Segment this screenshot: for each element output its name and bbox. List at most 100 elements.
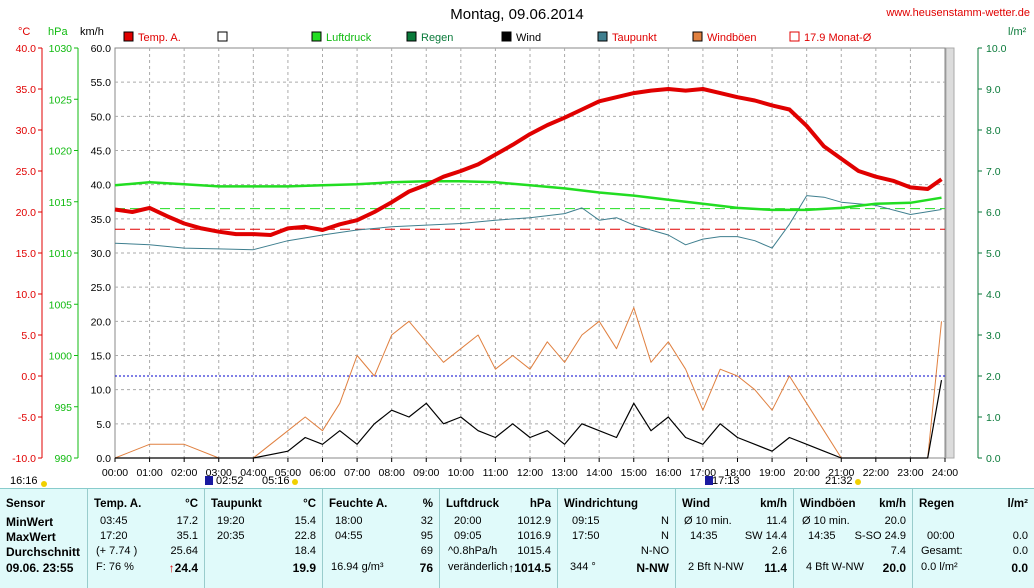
x-tick-label: 14:00 — [586, 467, 612, 479]
temp-avg-value: 25.64 — [170, 545, 198, 557]
taupunkt-max-value: 22.8 — [294, 530, 316, 542]
legend-swatch — [692, 31, 703, 42]
feuchte-max-time: 04:55 — [335, 530, 363, 542]
rain-tick-label: 6.0 — [986, 207, 1001, 219]
rain-tick-label: 8.0 — [986, 125, 1001, 137]
x-tick-label: 16:00 — [655, 467, 681, 479]
legend-swatch — [123, 31, 134, 42]
kmh-tick-label: 60.0 — [91, 43, 112, 55]
pressure-tick-label: 995 — [54, 402, 72, 414]
kmh-tick-label: 0.0 — [96, 453, 111, 465]
x-tick-label: 24:00 — [932, 467, 958, 479]
kmh-tick-label: 35.0 — [91, 214, 112, 226]
luftdruck-current-label: veränderlich — [448, 561, 508, 573]
rain-axis-unit: l/m² — [1008, 26, 1027, 38]
luftdruck-min-value: 1012.9 — [517, 515, 551, 527]
kmh-tick-label: 40.0 — [91, 180, 112, 192]
kmh-tick-label: 5.0 — [96, 419, 111, 431]
stats-wind-unit: km/h — [760, 498, 787, 510]
footer-left-time: 16:16 — [10, 475, 38, 487]
rain-tick-label: 7.0 — [986, 166, 1001, 178]
kmh-tick-label: 15.0 — [91, 351, 112, 363]
temp-tick-label: 15.0 — [16, 248, 37, 260]
luftdruck-current-value: 1014.5 — [514, 561, 551, 575]
legend-swatch — [789, 31, 800, 42]
x-tick-label: 08:00 — [379, 467, 405, 479]
stats-windboeen-title: Windböen — [800, 498, 856, 510]
x-tick-label: 21:00 — [828, 467, 854, 479]
pressure-tick-label: 1010 — [49, 248, 73, 260]
temp-tick-label: 40.0 — [16, 43, 37, 55]
x-tick-label: 22:00 — [863, 467, 889, 479]
x-tick-label: 12:00 — [517, 467, 543, 479]
kmh-axis-unit: km/h — [80, 26, 104, 38]
x-tick-label: 19:00 — [759, 467, 785, 479]
taupunkt-max-time: 20:35 — [217, 530, 245, 542]
stats-temp: Temp. A. °C 03:45 17.2 17:20 35.1 (+ 7.74 … — [88, 489, 205, 588]
temp-tick-label: 20.0 — [16, 207, 37, 219]
pressure-tick-label: 1030 — [49, 43, 73, 55]
regen-max-time: 00:00 — [927, 530, 955, 542]
wind-avg-value: 2.6 — [771, 545, 787, 557]
wind-current-value: 11.4 — [764, 561, 787, 575]
site-url[interactable]: www.heusenstamm-wetter.de — [886, 7, 1030, 19]
windrichtung-min-value: N — [661, 515, 669, 527]
windboeen-current-value: 20.0 — [882, 561, 906, 575]
temp-tick-label: 0.0 — [21, 371, 36, 383]
pressure-axis-unit: hPa — [48, 26, 68, 38]
temp-avg-label: (+ 7.74 ) — [96, 545, 138, 557]
moonrise-icon — [205, 476, 213, 485]
stats-temp-title: Temp. A. — [94, 498, 142, 510]
sun-icon — [855, 479, 861, 485]
x-tick-label: 11:00 — [483, 467, 509, 479]
row-min-label: MinWert — [6, 515, 54, 529]
wind-min-value: 11.4 — [766, 515, 787, 527]
rain-tick-label: 3.0 — [986, 330, 1001, 342]
pressure-tick-label: 1025 — [49, 94, 73, 106]
stats-feuchte-unit: % — [422, 498, 433, 510]
regen-total-value: 0.0 — [1012, 545, 1028, 557]
stats-regen-unit: l/m² — [1007, 498, 1028, 510]
rain-tick-label: 5.0 — [986, 248, 1001, 260]
pressure-tick-label: 1005 — [49, 299, 73, 311]
x-tick-label: 05:00 — [275, 467, 301, 479]
pressure-tick-label: 1015 — [49, 197, 73, 209]
regen-current-label: 0.0 l/m² — [921, 561, 958, 573]
temp-current-label: F: 76 % — [96, 561, 134, 573]
vertical-scrollbar — [945, 47, 955, 459]
luftdruck-avg-value: 1015.4 — [517, 545, 551, 557]
rain-tick-label: 0.0 — [986, 453, 1001, 465]
luftdruck-min-time: 20:00 — [454, 515, 482, 527]
rain-tick-label: 9.0 — [986, 84, 1001, 96]
windboeen-min-value: 20.0 — [884, 515, 906, 527]
series-windb-en — [114, 307, 942, 459]
stats-feuchte: Feuchte A. % 18:00 32 04:55 95 69 16.94 g/… — [323, 489, 440, 588]
legend-label: 17.9 Monat-Ø — [804, 32, 872, 44]
stats-windrichtung: Windrichtung 09:15 N 17:50 N N-NO 344 ° N-N… — [558, 489, 676, 588]
wind-min-label: Ø 10 min. — [684, 515, 732, 527]
rain-tick-label: 2.0 — [986, 371, 1001, 383]
temp-min-value: 17.2 — [176, 515, 198, 527]
x-tick-label: 09:00 — [413, 467, 439, 479]
stats-windboeen: Windböen km/h Ø 10 min. 20.0 14:35 S-SO 24… — [794, 489, 913, 588]
feuchte-current-value: 76 — [419, 561, 433, 575]
pressure-tick-label: 1020 — [49, 146, 73, 158]
temp-max-time: 17:20 — [100, 530, 128, 542]
chart-title: Montag, 09.06.2014 — [450, 6, 584, 23]
windrichtung-max-time: 17:50 — [572, 530, 600, 542]
feuchte-current-label: 16.94 g/m³ — [331, 561, 384, 573]
temp-tick-label: 5.0 — [21, 330, 36, 342]
series-taupunkt — [114, 195, 942, 251]
kmh-tick-label: 55.0 — [91, 77, 112, 89]
temp-current-value: 24.4 — [174, 561, 198, 575]
legend-swatch — [597, 31, 608, 42]
row-max-label: MaxWert — [6, 530, 56, 544]
temp-max-value: 35.1 — [176, 530, 198, 542]
legend-swatch — [501, 31, 512, 42]
legend-label: Wind — [516, 32, 541, 44]
legend-swatch — [311, 31, 322, 42]
x-tick-label: 06:00 — [309, 467, 335, 479]
windrichtung-avg-value: N-NO — [640, 545, 669, 557]
temp-current: ↑24.4 — [169, 561, 198, 575]
taupunkt-min-time: 19:20 — [217, 515, 245, 527]
